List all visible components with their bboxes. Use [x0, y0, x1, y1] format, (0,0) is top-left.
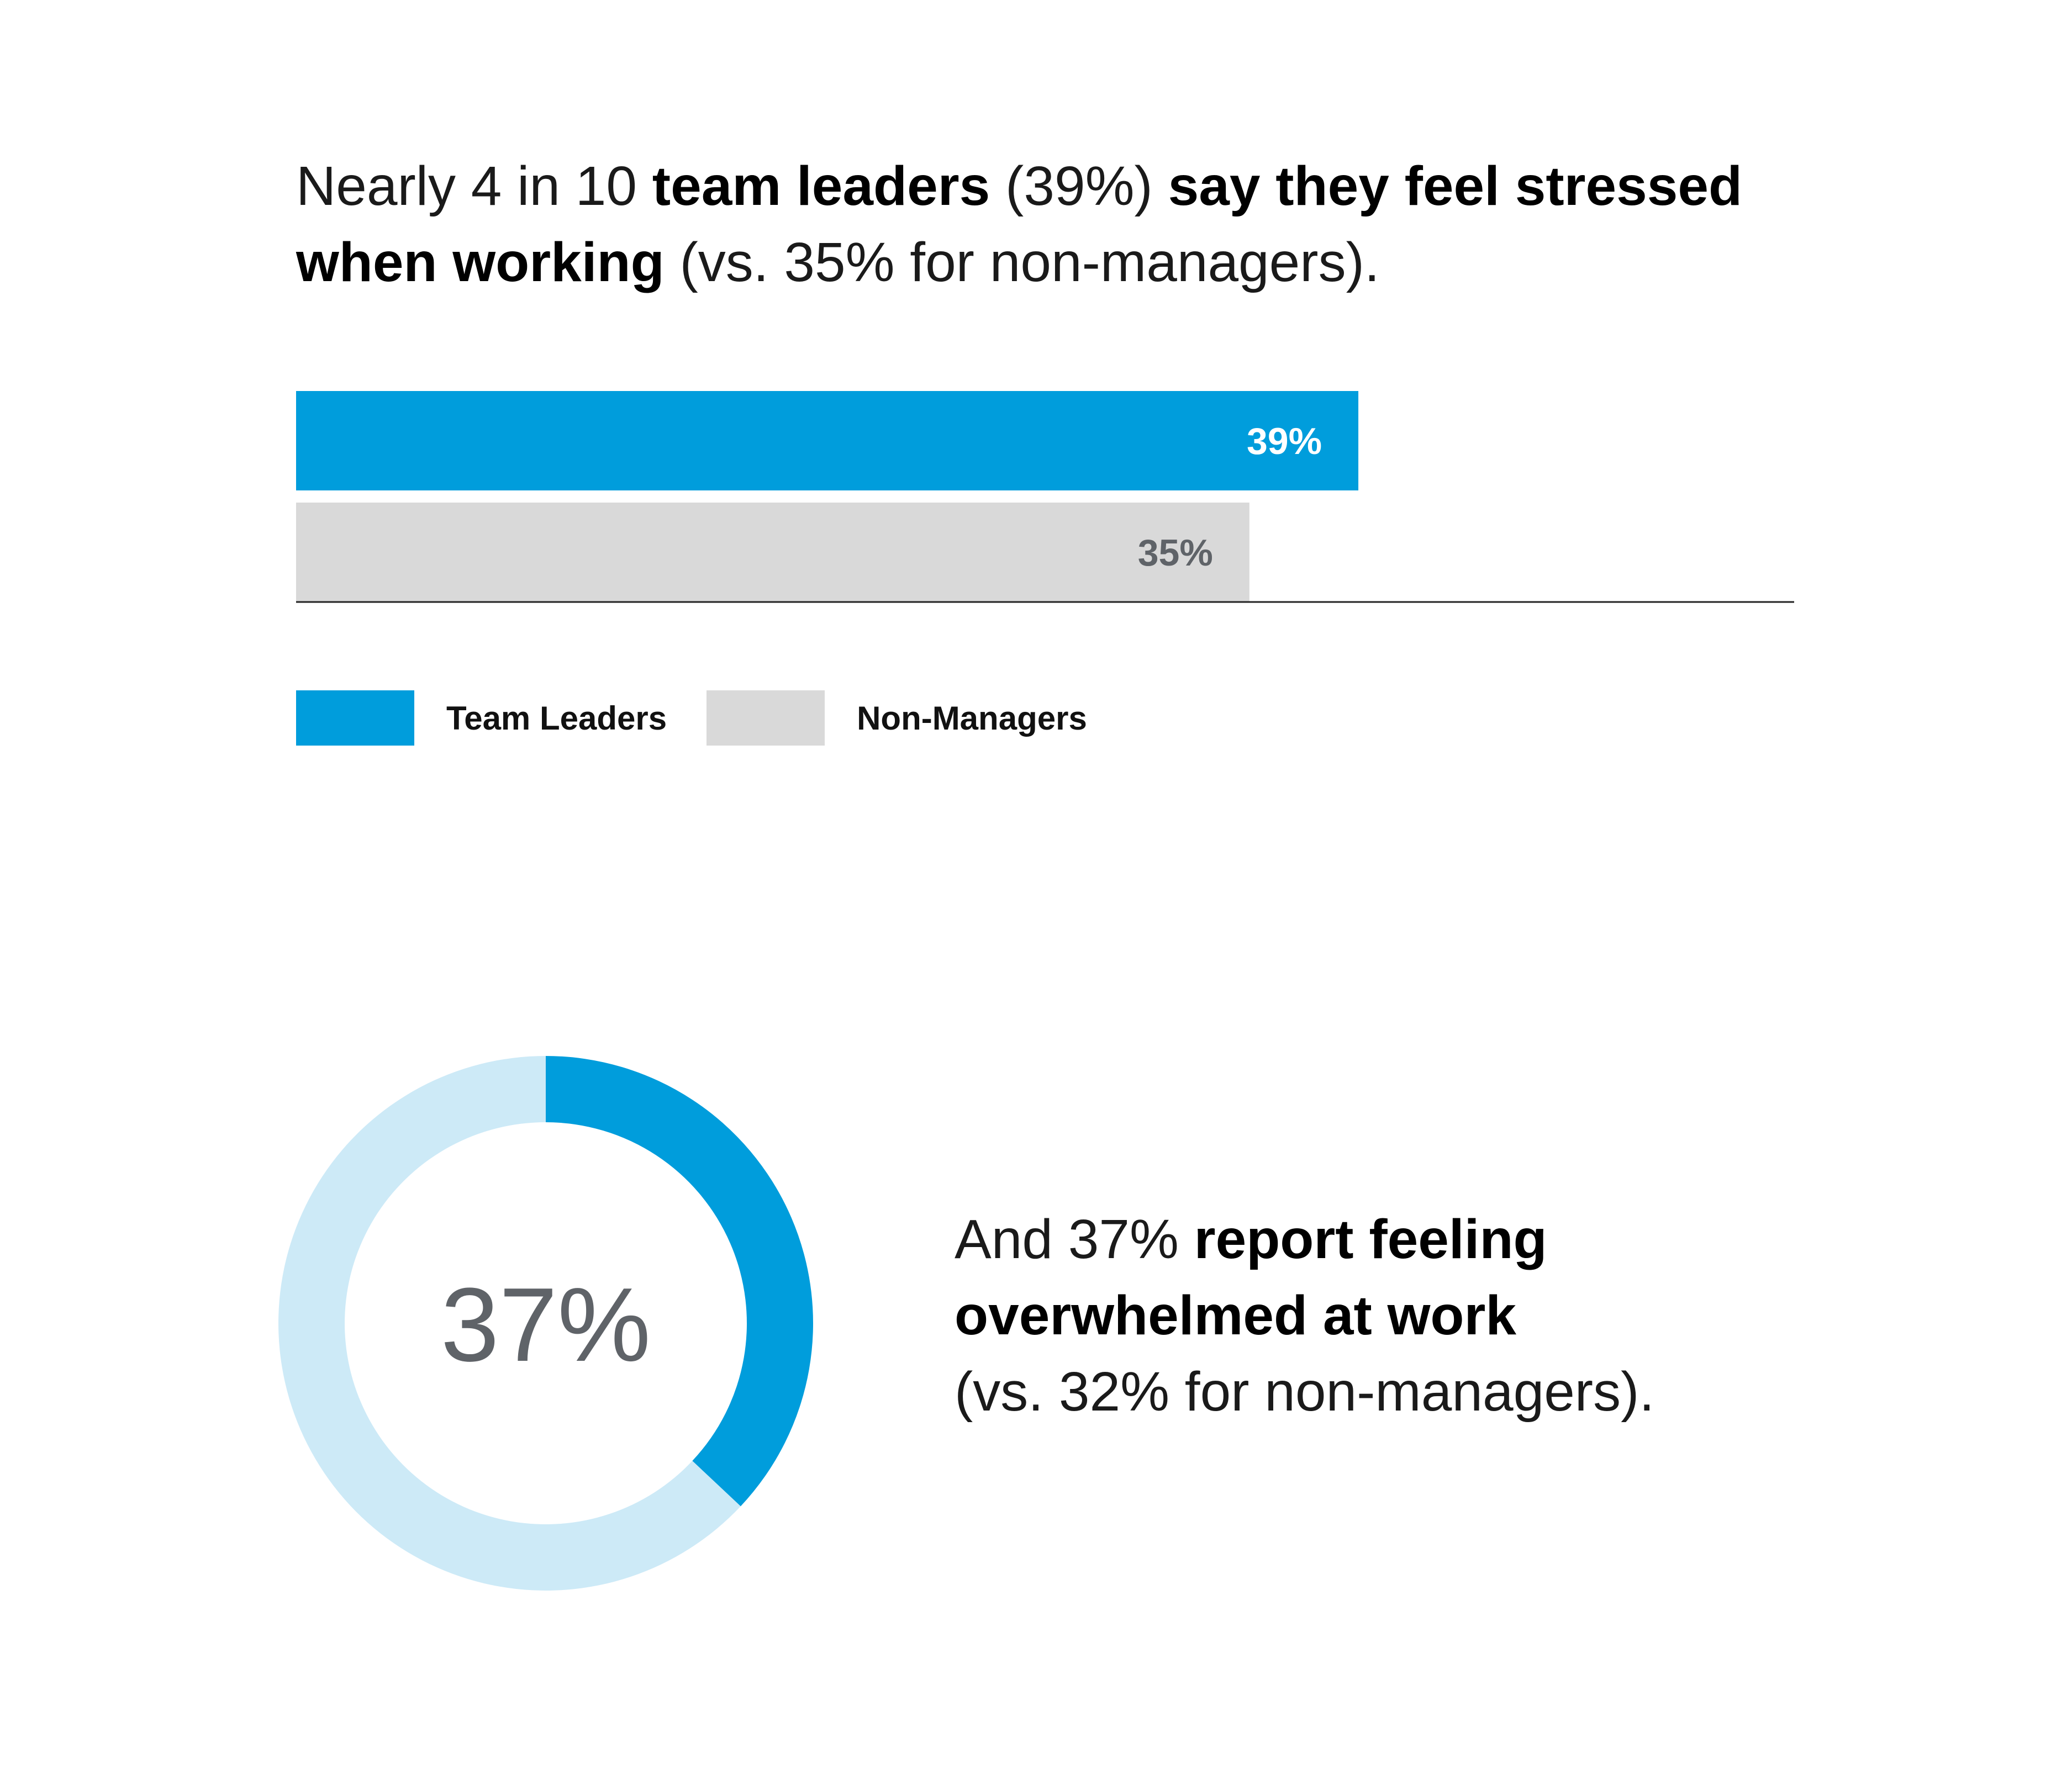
bar-label-non-managers: 35%	[1138, 532, 1213, 574]
bar-label-team-leaders: 39%	[1247, 420, 1322, 462]
donut-center-label: 37%	[441, 1266, 651, 1383]
donut-slice-highlight	[546, 1056, 813, 1507]
donut-caption-bold: report feeling overwhelmed at work	[955, 1208, 1547, 1346]
headline-text-1: Nearly 4 in 10	[296, 155, 652, 217]
legend-item-non-managers: Non-Managers	[707, 690, 1087, 746]
headline-text-3: (vs. 35% for non-managers).	[664, 231, 1380, 293]
donut-caption-text-2: (vs. 32% for non-managers).	[955, 1361, 1655, 1423]
legend-swatch-team-leaders	[296, 690, 414, 746]
legend-item-team-leaders: Team Leaders	[296, 690, 667, 746]
donut-caption: And 37% report feeling overwhelmed at wo…	[955, 1201, 1894, 1430]
legend: Team Leaders Non-Managers	[296, 690, 1127, 746]
headline: Nearly 4 in 10 team leaders (39%) say th…	[296, 148, 1788, 300]
legend-label-non-managers: Non-Managers	[857, 699, 1087, 737]
donut-caption-text-1: And 37%	[955, 1208, 1194, 1270]
headline-bold-2: say they feel stressed when working	[296, 155, 1743, 293]
bar-team-leaders	[296, 391, 1359, 490]
bar-non-managers	[296, 503, 1249, 602]
headline-bold-1: team leaders	[652, 155, 990, 217]
donut-slice-remainder	[278, 1056, 741, 1591]
headline-text-2: (39%)	[990, 155, 1168, 217]
legend-label-team-leaders: Team Leaders	[446, 699, 667, 737]
legend-swatch-non-managers	[707, 690, 825, 746]
bar-chart: 39% 35%	[296, 391, 1794, 603]
